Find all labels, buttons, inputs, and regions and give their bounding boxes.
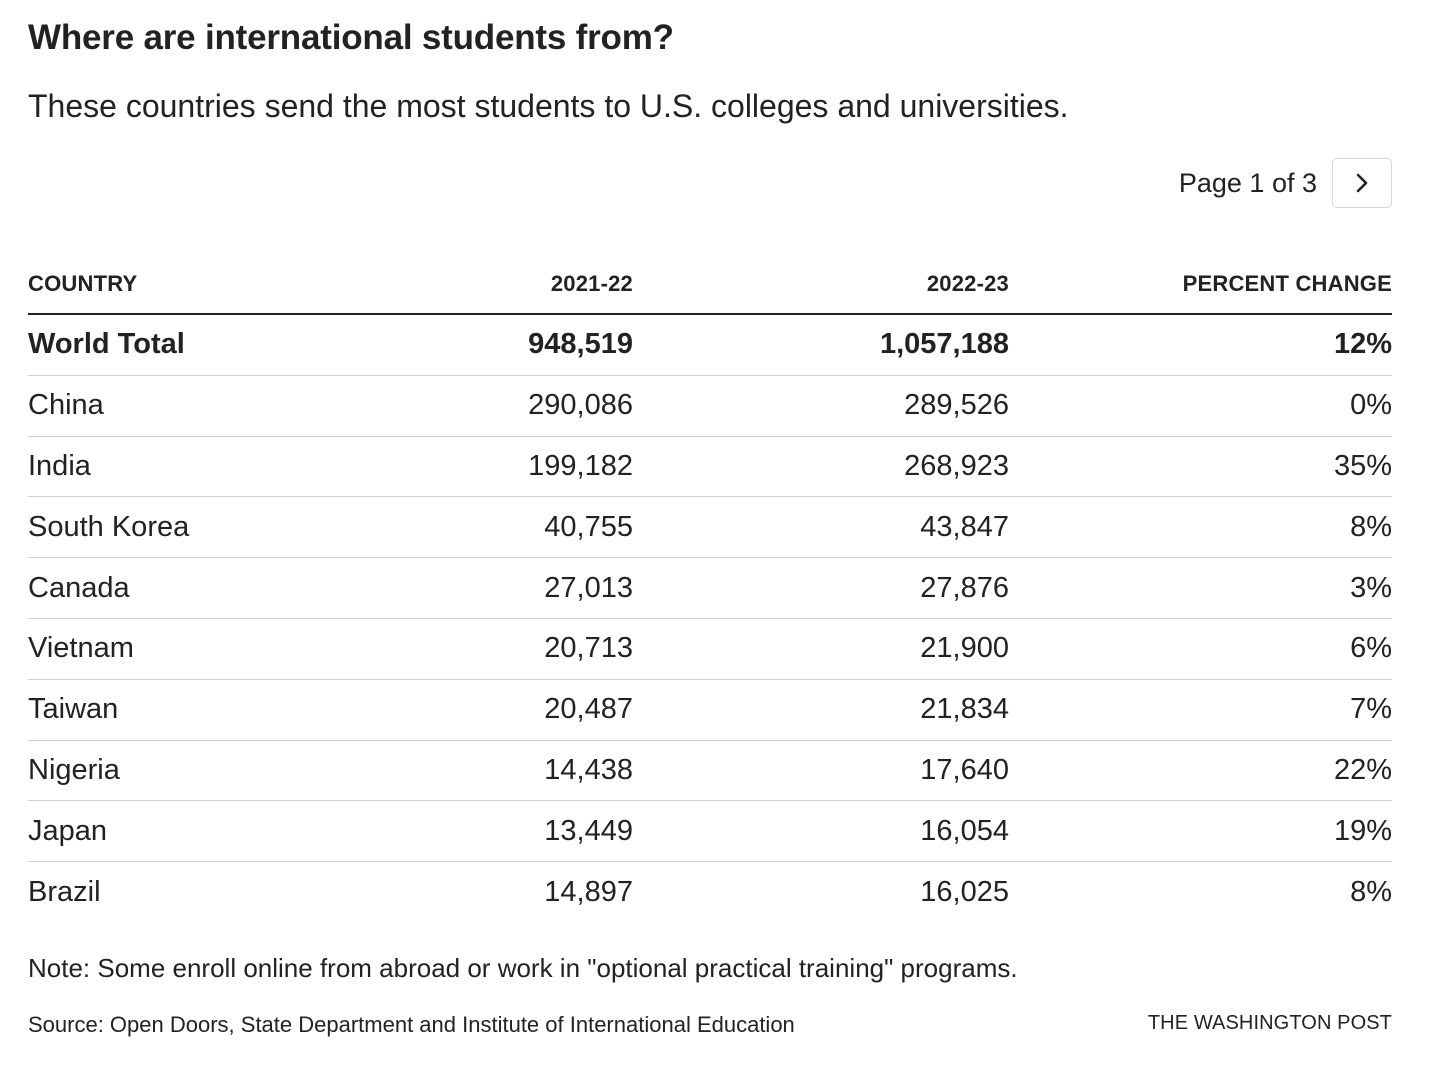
column-header-2021-22: 2021-22 bbox=[550, 270, 633, 296]
table-row: Canada 27,013 27,876 3% bbox=[28, 558, 1392, 619]
cell-country: Nigeria bbox=[28, 753, 120, 786]
cell-2021-22: 27,013 bbox=[544, 571, 633, 604]
cell-percent-change: 7% bbox=[1350, 693, 1392, 726]
cell-country: Japan bbox=[28, 814, 108, 847]
cell-percent-change: 35% bbox=[1333, 449, 1392, 482]
table-row: India 199,182 268,923 35% bbox=[28, 437, 1392, 498]
chart-subtitle: These countries send the most students t… bbox=[28, 88, 1069, 124]
chart-note: Note: Some enroll online from abroad or … bbox=[28, 953, 1018, 983]
cell-2022-23: 16,025 bbox=[920, 876, 1009, 909]
cell-country: India bbox=[28, 449, 91, 482]
table-row-world-total: World Total 948,519 1,057,188 12% bbox=[28, 315, 1392, 376]
cell-percent-change: 0% bbox=[1350, 389, 1392, 422]
cell-2022-23: 289,526 bbox=[904, 389, 1009, 422]
cell-2022-23: 268,923 bbox=[904, 449, 1009, 482]
page-indicator: Page 1 of 3 bbox=[1178, 167, 1317, 198]
chart-title: Where are international students from? bbox=[28, 18, 674, 57]
cell-2021-22: 199,182 bbox=[528, 449, 633, 482]
cell-country: Vietnam bbox=[28, 632, 134, 665]
cell-percent-change: 22% bbox=[1333, 753, 1392, 786]
cell-percent-change: 8% bbox=[1350, 876, 1392, 909]
cell-country: Brazil bbox=[28, 876, 101, 909]
cell-2021-22: 14,897 bbox=[544, 876, 633, 909]
cell-country: South Korea bbox=[28, 510, 190, 543]
table-row: Japan 13,449 16,054 19% bbox=[28, 801, 1392, 863]
table-row: Nigeria 14,438 17,640 22% bbox=[28, 741, 1392, 802]
cell-percent-change: 8% bbox=[1350, 510, 1392, 543]
cell-percent-change: 19% bbox=[1333, 814, 1392, 847]
table-row: Vietnam 20,713 21,900 6% bbox=[28, 619, 1392, 680]
cell-2021-22: 14,438 bbox=[544, 753, 633, 786]
column-header-percent-change: PERCENT CHANGE bbox=[1182, 270, 1392, 296]
cell-2022-23: 1,057,188 bbox=[879, 328, 1009, 361]
cell-2022-23: 21,900 bbox=[920, 632, 1009, 665]
table-row: Taiwan 20,487 21,834 7% bbox=[28, 680, 1392, 741]
cell-percent-change: 6% bbox=[1350, 632, 1392, 665]
cell-country: Taiwan bbox=[28, 693, 119, 726]
cell-2022-23: 17,640 bbox=[920, 753, 1009, 786]
cell-2022-23: 43,847 bbox=[920, 510, 1009, 543]
data-table: COUNTRY 2021-22 2022-23 PERCENT CHANGE W… bbox=[28, 252, 1392, 923]
table-row: Brazil 14,897 16,025 8% bbox=[28, 862, 1392, 923]
cell-2022-23: 16,054 bbox=[920, 814, 1009, 847]
cell-percent-change: 3% bbox=[1350, 571, 1392, 604]
table-row: China 290,086 289,526 0% bbox=[28, 376, 1392, 437]
cell-2021-22: 290,086 bbox=[528, 389, 633, 422]
chevron-right-icon bbox=[1356, 173, 1368, 193]
next-page-button[interactable] bbox=[1332, 158, 1392, 208]
cell-2021-22: 20,713 bbox=[544, 632, 633, 665]
cell-country: World Total bbox=[28, 328, 185, 361]
pagination: Page 1 of 3 bbox=[1179, 157, 1392, 209]
cell-percent-change: 12% bbox=[1333, 328, 1392, 361]
publisher-credit: THE WASHINGTON POST bbox=[1147, 1012, 1392, 1034]
cell-country: China bbox=[28, 389, 104, 422]
column-header-country: COUNTRY bbox=[28, 270, 138, 296]
chart-source: Source: Open Doors, State Department and… bbox=[28, 1012, 795, 1037]
cell-country: Canada bbox=[28, 571, 130, 604]
cell-2021-22: 20,487 bbox=[544, 693, 633, 726]
table-row: South Korea 40,755 43,847 8% bbox=[28, 497, 1392, 559]
cell-2021-22: 40,755 bbox=[544, 510, 633, 543]
column-header-2022-23: 2022-23 bbox=[926, 270, 1009, 296]
cell-2022-23: 21,834 bbox=[920, 693, 1009, 726]
cell-2021-22: 948,519 bbox=[528, 328, 633, 361]
cell-2022-23: 27,876 bbox=[920, 571, 1009, 604]
table-header-row: COUNTRY 2021-22 2022-23 PERCENT CHANGE bbox=[28, 252, 1392, 315]
cell-2021-22: 13,449 bbox=[544, 814, 633, 847]
